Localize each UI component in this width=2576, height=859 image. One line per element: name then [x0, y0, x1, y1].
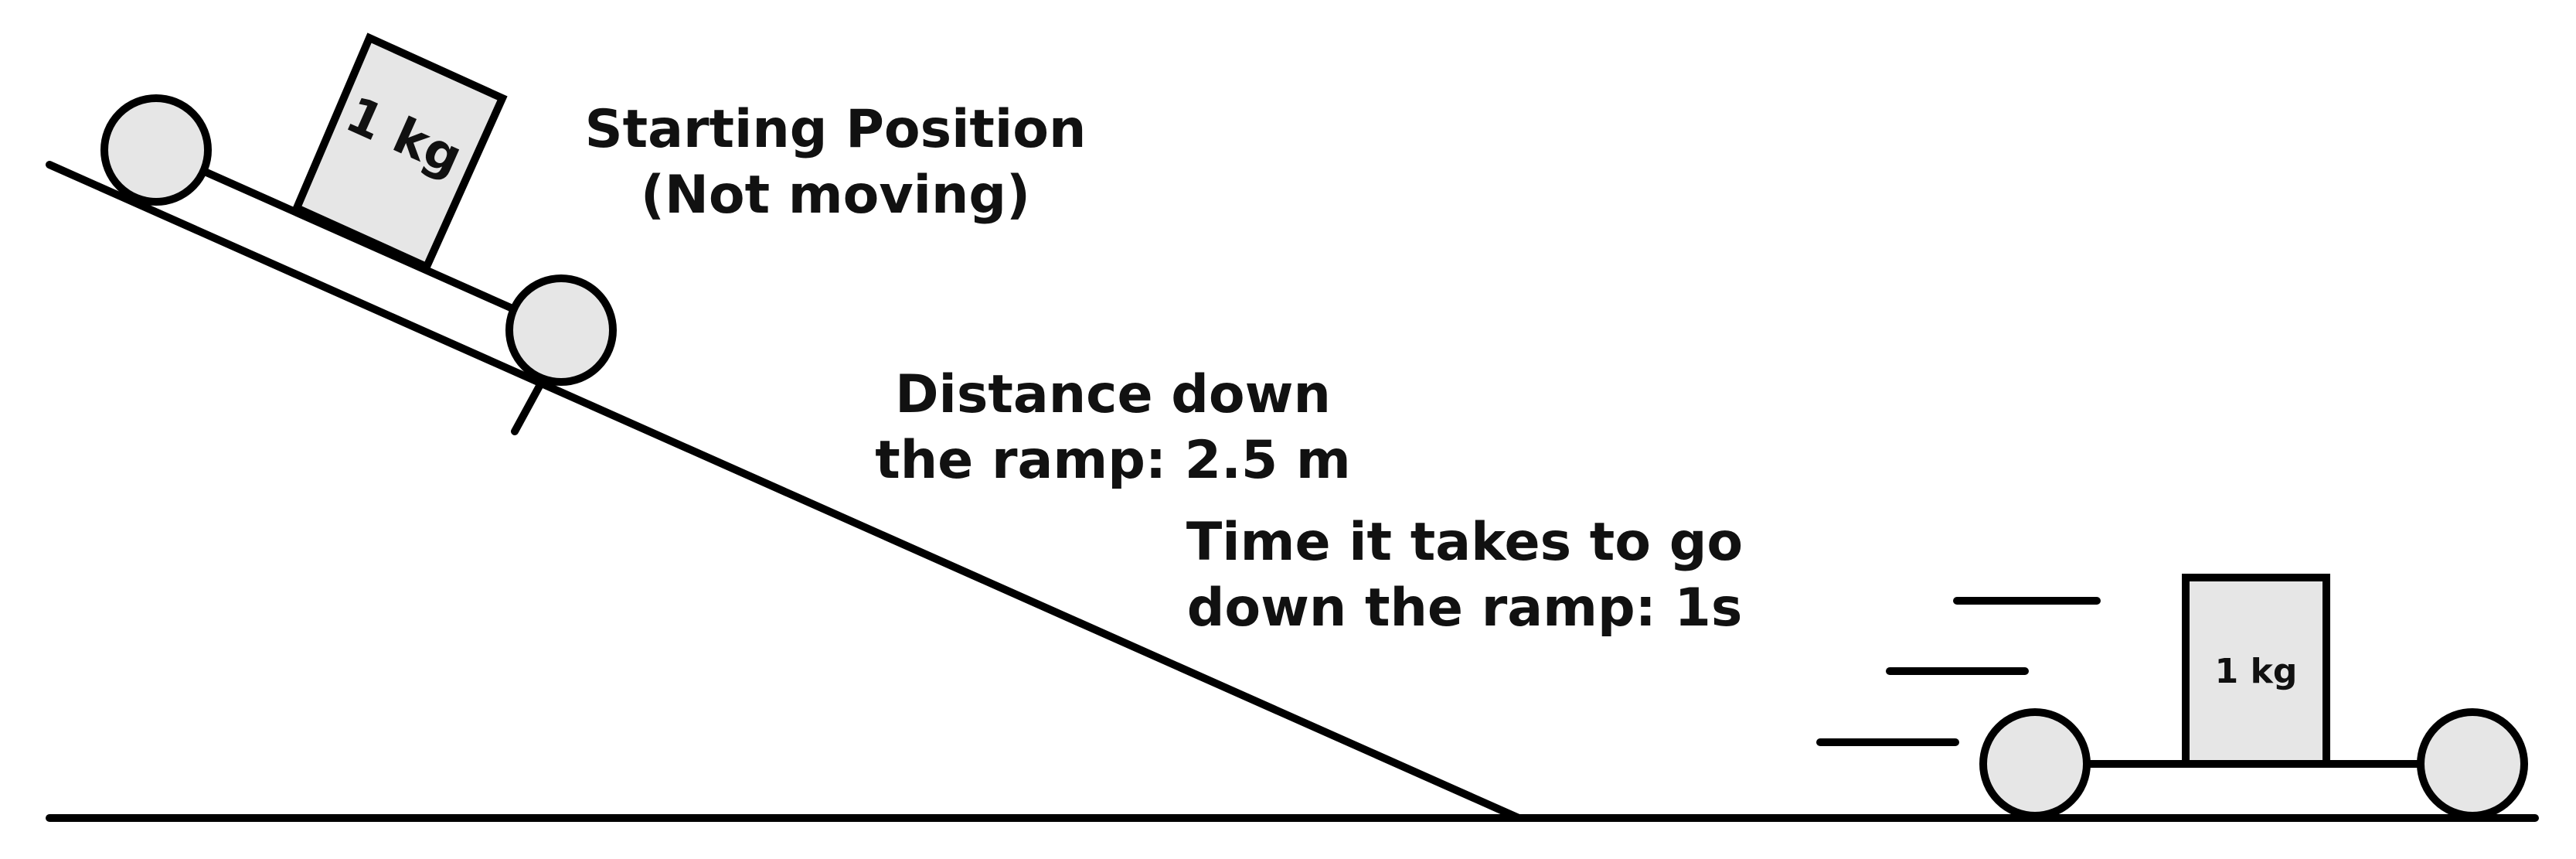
starting-position-label: Starting Position (Not moving) — [585, 99, 1087, 226]
cart-top-wheel-front — [505, 274, 617, 386]
time-label-line2: down the ramp: 1s — [1187, 578, 1743, 639]
cart-bottom-wheel-front — [2417, 708, 2528, 820]
distance-label: Distance down the ramp: 2.5 m — [875, 364, 1351, 491]
cart-top-mass-box — [291, 32, 508, 272]
ramp-surface — [46, 161, 1523, 822]
starting-position-label-line1: Starting Position — [585, 99, 1087, 160]
cart-bottom-mass-label: 1 kg — [2215, 652, 2298, 691]
starting-position-label-line2: (Not moving) — [641, 165, 1030, 226]
time-label: Time it takes to go down the ramp: 1s — [1186, 512, 1743, 639]
cart-bottom-mass-box — [2182, 574, 2330, 768]
distance-label-line1: Distance down — [895, 364, 1331, 425]
cart-top: 1 kg — [100, 32, 617, 386]
cart-top-wheel-rear — [100, 94, 212, 206]
distance-label-line2: the ramp: 2.5 m — [875, 430, 1351, 491]
cart-bottom: 1 kg — [1816, 574, 2528, 820]
cart-bottom-wheel-rear — [1979, 708, 2091, 820]
time-label-line1: Time it takes to go — [1186, 512, 1743, 573]
